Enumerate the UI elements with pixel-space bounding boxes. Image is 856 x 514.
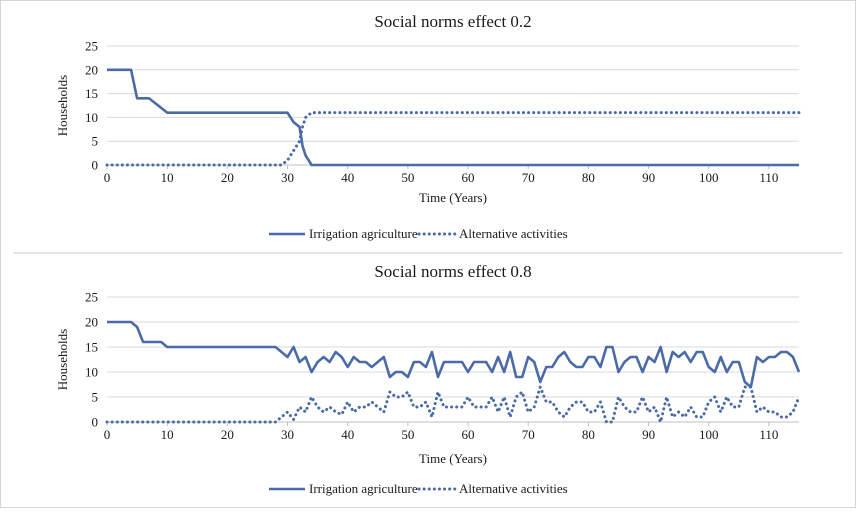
y-axis-label: Households xyxy=(55,75,70,136)
x-tick-label: 0 xyxy=(104,427,111,442)
x-tick-label: 100 xyxy=(699,170,719,185)
chart-panel-1: Social norms effect 0.2 0 5 10 15 20 25 0 10 20 30… xyxy=(55,12,801,241)
x-tick-label: 50 xyxy=(401,170,414,185)
series-line-irrigation xyxy=(107,320,801,389)
x-tick-label: 100 xyxy=(699,427,719,442)
y-tick-label: 10 xyxy=(85,365,98,380)
x-tick-label: 0 xyxy=(104,170,111,185)
x-tick-label: 10 xyxy=(161,170,174,185)
x-tick-label: 90 xyxy=(642,170,655,185)
y-axis-label: Households xyxy=(55,329,70,390)
x-tick-label: 60 xyxy=(462,170,475,185)
x-tick-label: 50 xyxy=(401,427,414,442)
y-tick-label: 20 xyxy=(85,315,98,330)
legend-label-irrigation: Irrigation agriculture xyxy=(309,226,418,241)
y-tick-label: 0 xyxy=(92,158,99,173)
legend-label-alternative: Alternative activities xyxy=(459,481,568,496)
y-tick-label: 15 xyxy=(85,340,98,355)
y-tick-label: 15 xyxy=(85,86,98,101)
x-tick-label: 10 xyxy=(161,427,174,442)
x-tick-label: 80 xyxy=(582,427,595,442)
legend-label-alternative: Alternative activities xyxy=(459,226,568,241)
x-tick-label: 20 xyxy=(221,170,234,185)
y-tick-label: 25 xyxy=(85,290,98,305)
x-tick-label: 40 xyxy=(341,427,354,442)
x-axis-label: Time (Years) xyxy=(419,451,487,466)
series-line-alternative xyxy=(105,385,801,424)
x-tick-label: 30 xyxy=(281,427,294,442)
y-tick-label: 25 xyxy=(85,39,98,54)
x-tick-label: 90 xyxy=(642,427,655,442)
chart-title: Social norms effect 0.8 xyxy=(374,262,531,281)
x-tick-label: 110 xyxy=(759,427,778,442)
y-tick-label: 20 xyxy=(85,62,98,77)
y-tick-label: 0 xyxy=(92,415,99,430)
chart-panel-2: Social norms effect 0.8 0 5 10 15 20 25 0 10 20 30… xyxy=(55,262,801,496)
x-axis-label: Time (Years) xyxy=(419,190,487,205)
x-tick-label: 110 xyxy=(759,170,778,185)
x-tick-label: 70 xyxy=(522,427,535,442)
x-tick-label: 60 xyxy=(462,427,475,442)
y-tick-label: 5 xyxy=(92,390,99,405)
x-tick-label: 70 xyxy=(522,170,535,185)
x-tick-label: 80 xyxy=(582,170,595,185)
y-tick-label: 10 xyxy=(85,110,98,125)
legend-label-irrigation: Irrigation agriculture xyxy=(309,481,418,496)
chart-title: Social norms effect 0.2 xyxy=(374,12,531,31)
x-tick-label: 20 xyxy=(221,427,234,442)
x-tick-label: 30 xyxy=(281,170,294,185)
x-tick-label: 40 xyxy=(341,170,354,185)
series-line-alternative xyxy=(105,111,801,167)
series-line-irrigation xyxy=(107,68,799,167)
y-tick-label: 5 xyxy=(92,134,99,149)
